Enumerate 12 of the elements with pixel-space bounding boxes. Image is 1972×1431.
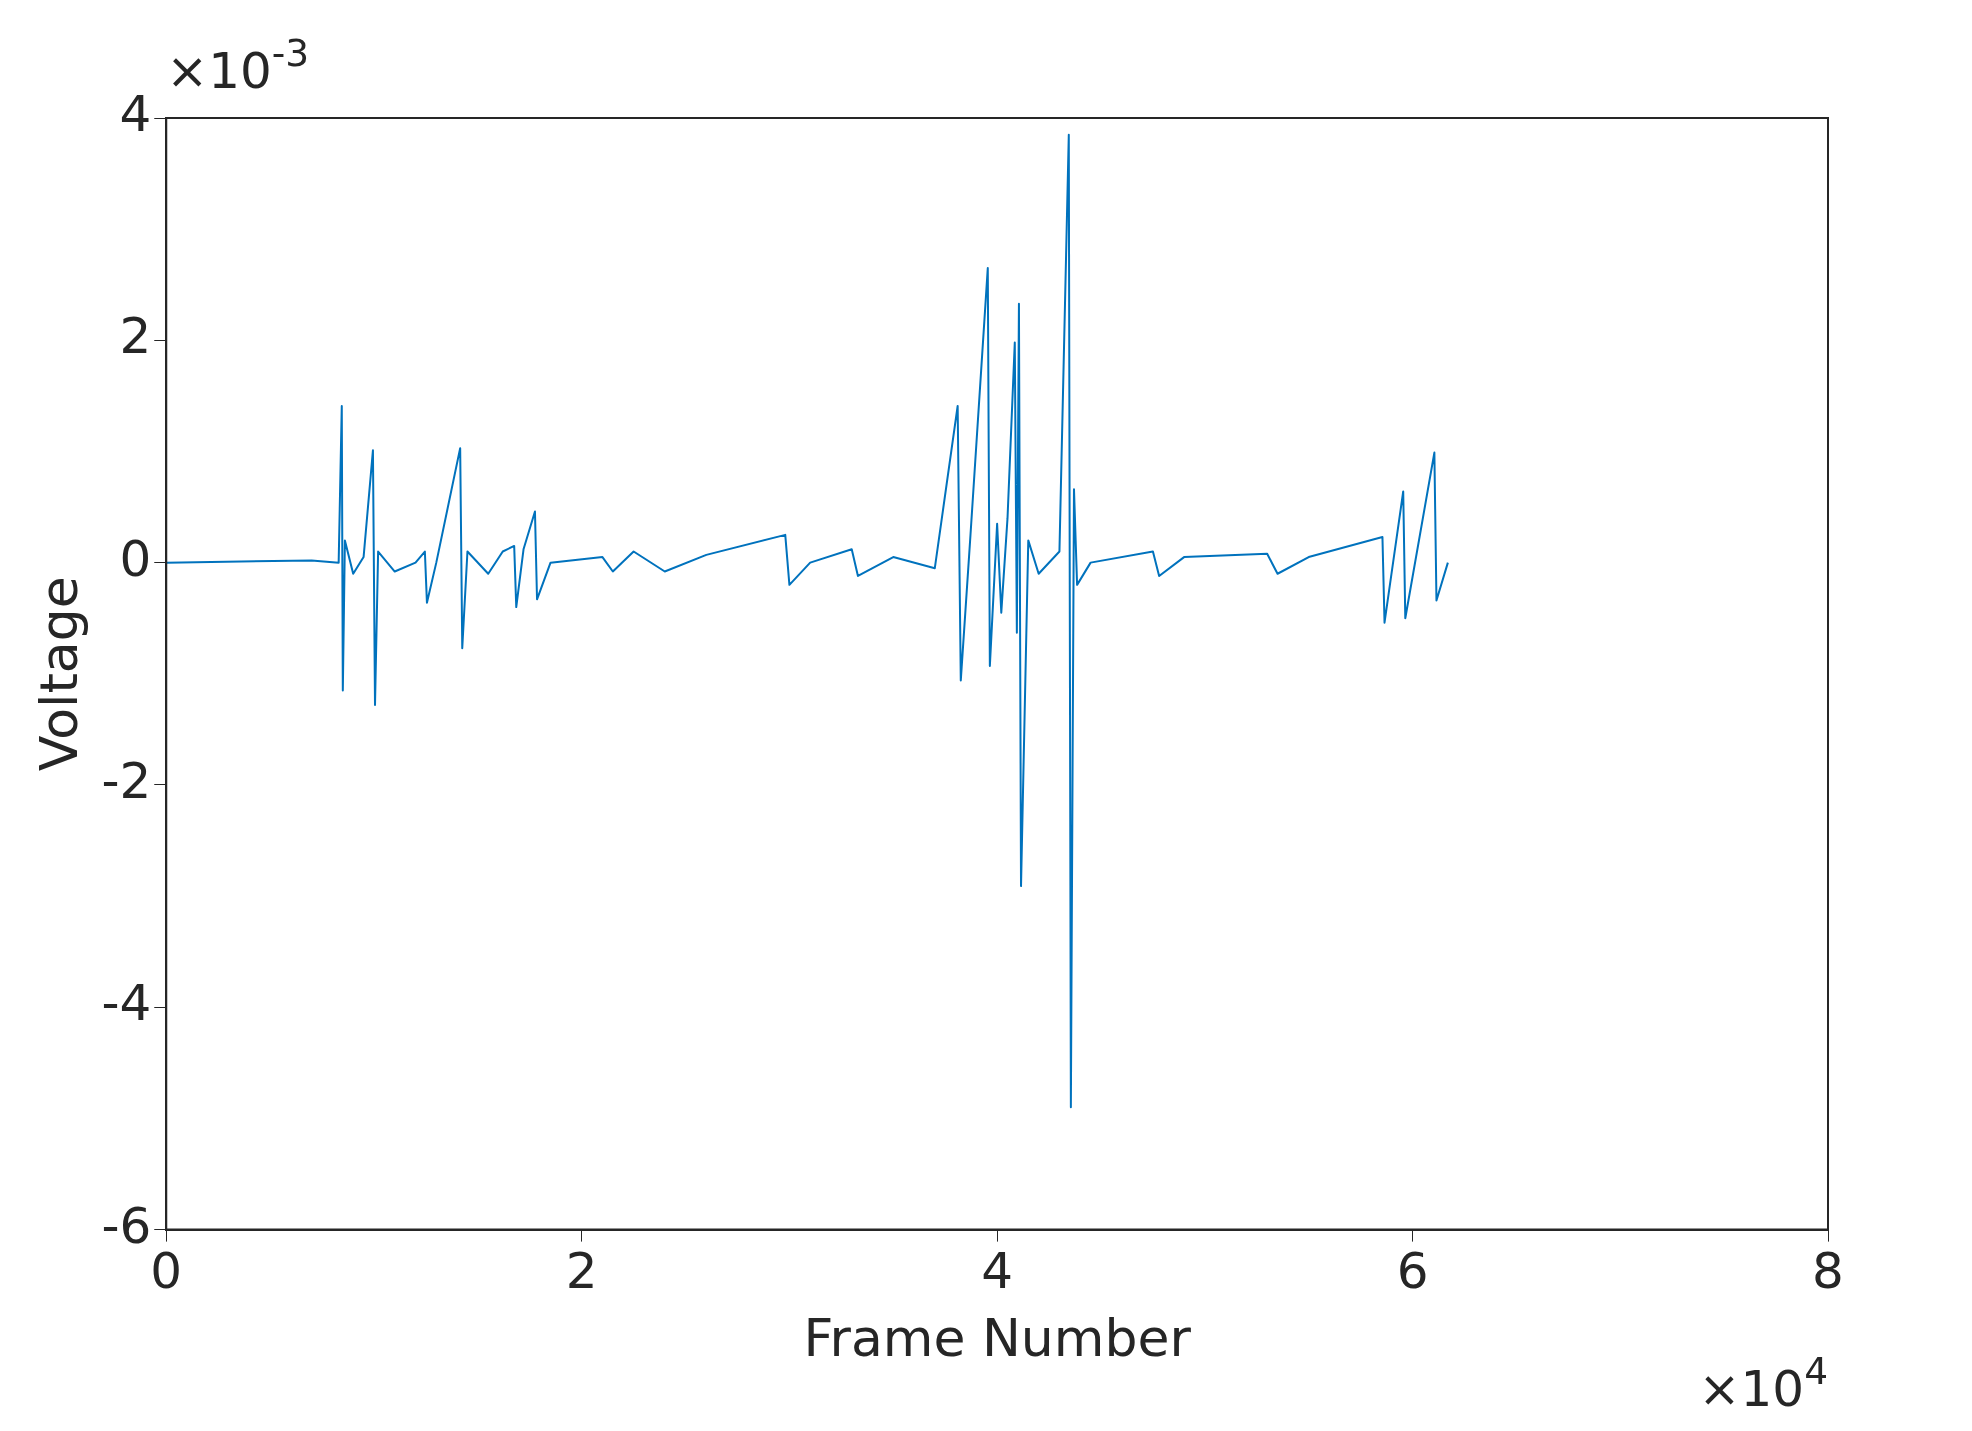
y-tick-label: -2 [101,751,152,810]
x-axis-title: Frame Number [803,1308,1192,1369]
y-tick-label: 0 [119,529,152,588]
x-tick-label: 8 [1812,1241,1844,1300]
x-tick-label: 2 [565,1241,598,1300]
x-tick-label: 6 [1396,1241,1429,1300]
y-tick-label: 2 [119,307,152,366]
y-tick-label: 4 [119,84,152,143]
y-axis-title: Voltage [28,576,89,772]
y-tick-label: -6 [101,1196,152,1255]
x-tick-label: 4 [981,1241,1014,1300]
y-tick-label: -4 [101,974,152,1033]
